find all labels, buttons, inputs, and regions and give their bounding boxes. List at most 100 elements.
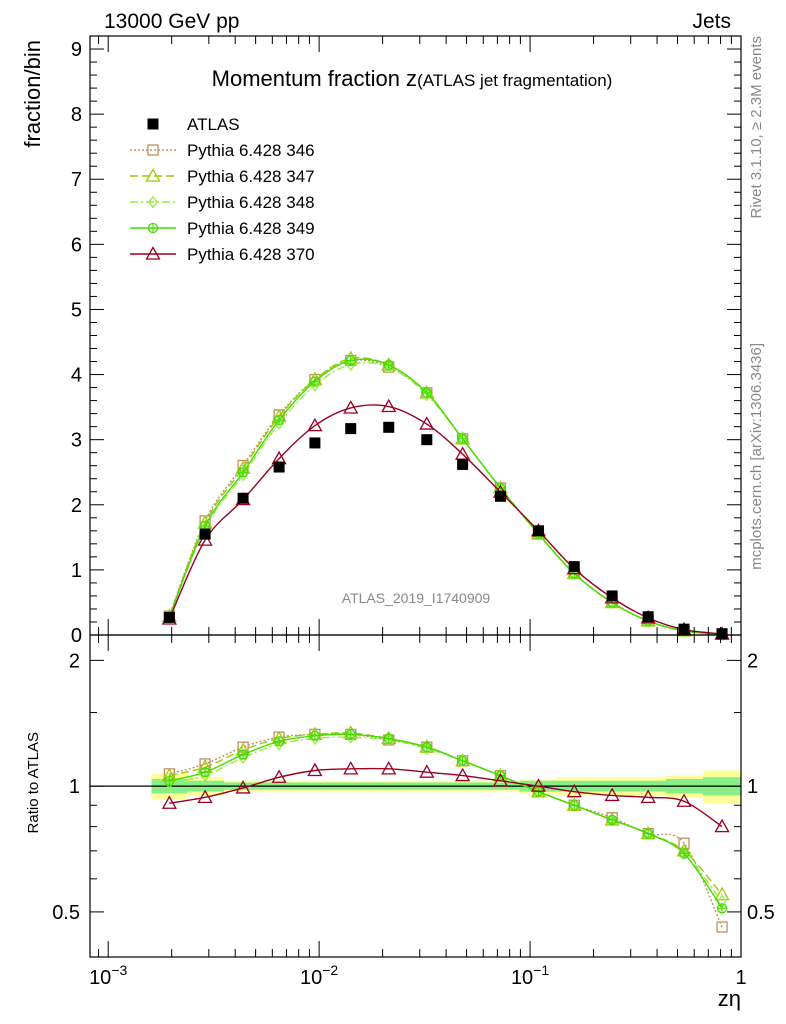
- plot-title: Momentum fraction z(ATLAS jet fragmentat…: [212, 66, 613, 91]
- y-axis-label-bottom: Ratio to ATLAS: [25, 732, 42, 833]
- series-p370-ratio-point-6: [381, 761, 397, 775]
- series-p370-ratio-point-2: [235, 780, 251, 794]
- series-p370-ratio-point-9: [492, 772, 509, 787]
- series-p348-ratio-point-5: [345, 730, 356, 744]
- x-tick-label: 10−2: [300, 962, 338, 989]
- legend-label-p349: Pythia 6.428 349: [187, 219, 315, 238]
- series-p349-ratio-point-1-cross: [200, 767, 210, 777]
- series-p349-ratio-point-3-cross: [274, 736, 284, 746]
- series-p370-ratio-point-8: [455, 767, 471, 782]
- series-p370-ratio-point-13: [640, 789, 656, 804]
- atlas-point-15: [716, 628, 728, 640]
- series-p370-ratio-point-12: [604, 787, 620, 802]
- series-p348-point-3: [274, 416, 284, 430]
- series-p348-ratio-point-11: [569, 798, 580, 812]
- y-tick-label-top: 7: [71, 169, 82, 191]
- y-tick-label-ratio-right: 0.5: [747, 902, 775, 924]
- ratio-uncertainty-bands: [90, 770, 742, 804]
- x-tick-label-exp: −3: [111, 962, 127, 978]
- series-p370-ratio-point-0: [161, 795, 177, 809]
- y-tick-label-top: 9: [71, 39, 82, 61]
- series-p348-point-8: [457, 432, 468, 446]
- series-p370-ratio-point-4: [307, 762, 323, 777]
- series-p349-point-8-cross: [458, 434, 468, 444]
- y-tick-label-ratio-right: 2: [747, 650, 758, 672]
- atlas-point-3: [273, 461, 285, 473]
- series-p370-ratio-point-11: [566, 783, 582, 798]
- series-p349-ratio-point-8-cross: [458, 756, 468, 766]
- series-p349-ratio-point-11-cross: [569, 800, 579, 810]
- series-p349-ratio-point-15-cross: [717, 903, 727, 913]
- legend: ATLAS Pythia 6.428 346 Pythia 6.428 347 Pyt…: [130, 115, 315, 264]
- ratio-panel-frame: [89, 634, 742, 958]
- legend-marker-p349-cross: [148, 223, 158, 233]
- series-p370-ratio-point-1: [197, 789, 213, 804]
- y-tick-label-top: 1: [71, 560, 82, 582]
- series-p348-line-ratio: [169, 736, 723, 902]
- series-p348-ratio-point-8: [457, 754, 468, 768]
- y-tick-label-ratio-right: 1: [747, 776, 758, 798]
- series-p370-point-5: [343, 400, 359, 414]
- x-tick-label: 10−1: [511, 962, 549, 989]
- series-p349-ratio-point-12-cross: [607, 815, 617, 825]
- y-tick-label-top: 3: [71, 430, 82, 452]
- atlas-point-10: [532, 525, 544, 537]
- atlas-point-4: [309, 437, 321, 449]
- x-tick-label: 1: [735, 967, 746, 989]
- legend-item-p347: Pythia 6.428 347: [130, 167, 315, 186]
- legend-marker-p347: [145, 168, 161, 182]
- series-layer: [161, 350, 730, 933]
- atlas-point-12: [606, 590, 618, 602]
- x-tick-label-base: 10: [89, 967, 111, 989]
- x-tick-label-base: 1: [735, 967, 746, 989]
- series-p349-line-ratio: [169, 733, 723, 909]
- series-p370-ratio-point-14: [676, 793, 692, 807]
- y-tick-label-ratio-left: 0.5: [52, 902, 80, 924]
- y-tick-label-top: 5: [71, 299, 82, 321]
- x-tick-label-base: 10: [511, 967, 533, 989]
- series-p347: [161, 350, 730, 901]
- series-p370-ratio-point-15: [714, 818, 730, 833]
- series-p370-ratio-point-7: [419, 764, 435, 778]
- series-p348-point-5: [345, 358, 356, 372]
- atlas-point-5: [345, 423, 357, 435]
- atlas-point-14: [678, 623, 690, 635]
- x-tick-label-exp: −1: [533, 962, 549, 978]
- atlas-point-1: [199, 528, 211, 540]
- series-p348-ratio-point-12: [607, 813, 617, 827]
- series-p370-point-7: [419, 416, 435, 430]
- series-p370-line-top: [168, 404, 723, 635]
- legend-label-p346: Pythia 6.428 346: [187, 141, 315, 160]
- series-p349-line-top: [168, 358, 723, 636]
- series-atlas: [163, 421, 728, 640]
- legend-item-p346: Pythia 6.428 346: [130, 141, 315, 160]
- legend-marker-p348: [148, 195, 158, 209]
- atlas-point-8: [457, 458, 469, 470]
- legend-label-atlas: ATLAS: [187, 115, 240, 134]
- atlas-point-6: [383, 421, 395, 433]
- y-tick-label-top: 2: [71, 495, 82, 517]
- series-p370-ratio-point-3: [271, 769, 287, 783]
- x-tick-label-base: 10: [300, 967, 322, 989]
- atlas-point-7: [421, 434, 433, 446]
- y-tick-label-top: 0: [71, 625, 82, 647]
- series-p349-point-4-cross: [310, 376, 320, 386]
- y-tick-label-top: 8: [71, 104, 82, 126]
- legend-label-p347: Pythia 6.428 347: [187, 167, 315, 186]
- x-tick-label: 10−3: [89, 962, 127, 989]
- atlas-point-9: [494, 490, 506, 502]
- legend-marker-p346: [147, 144, 159, 156]
- y-tick-label-top: 4: [71, 365, 82, 387]
- plot-title-sub: (ATLAS jet fragmentation): [417, 71, 612, 90]
- legend-marker-p370: [145, 246, 161, 260]
- x-tick-label-exp: −2: [322, 962, 338, 978]
- atlas-point-2: [237, 492, 249, 504]
- legend-item-atlas: ATLAS: [147, 115, 240, 134]
- y-tick-label-top: 6: [71, 234, 82, 256]
- series-p370-ratio-point-5: [343, 761, 359, 775]
- series-p349-point-2-cross: [238, 467, 248, 477]
- series-p349-ratio-point-13-cross: [643, 829, 653, 839]
- series-p348-line-top: [168, 362, 723, 636]
- series-p349-ratio-point-2-cross: [238, 750, 248, 760]
